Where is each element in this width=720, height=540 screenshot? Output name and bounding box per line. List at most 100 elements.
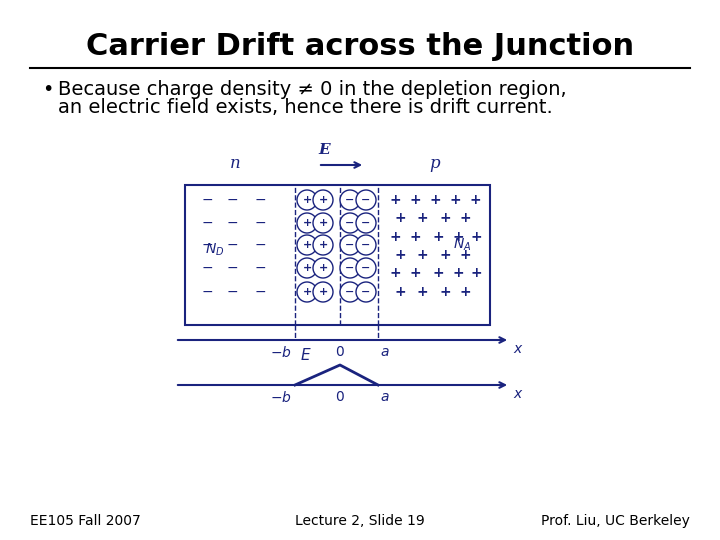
Circle shape [340,190,360,210]
Text: +: + [416,285,428,299]
Text: Carrier Drift across the Junction: Carrier Drift across the Junction [86,32,634,61]
Text: +: + [449,193,461,207]
Circle shape [297,282,317,302]
Text: −: − [226,193,238,207]
Text: +: + [439,211,451,225]
Text: +: + [452,230,464,244]
Circle shape [313,258,333,278]
Text: −: − [226,216,238,230]
Text: $a$: $a$ [380,390,390,404]
Text: $-b$: $-b$ [270,345,292,360]
Circle shape [297,190,317,210]
Text: −: − [201,285,213,299]
Circle shape [356,258,376,278]
Text: an electric field exists, hence there is drift current.: an electric field exists, hence there is… [58,98,553,117]
Text: −: − [226,238,238,252]
Text: p: p [430,155,441,172]
Text: $0$: $0$ [335,345,345,359]
Text: +: + [318,263,328,273]
Text: −: − [254,285,266,299]
Text: +: + [318,195,328,205]
Text: +: + [302,263,312,273]
Text: +: + [432,230,444,244]
Text: +: + [459,285,471,299]
Circle shape [340,258,360,278]
Text: Because charge density ≠ 0 in the depletion region,: Because charge density ≠ 0 in the deplet… [58,80,567,99]
Text: +: + [459,211,471,225]
Text: $0$: $0$ [335,390,345,404]
Circle shape [313,282,333,302]
Text: EE105 Fall 2007: EE105 Fall 2007 [30,514,140,528]
Text: +: + [394,211,406,225]
Circle shape [313,190,333,210]
Circle shape [297,213,317,233]
Text: +: + [318,240,328,250]
Text: •: • [42,80,53,99]
Text: +: + [394,248,406,262]
Text: +: + [469,193,481,207]
Text: +: + [302,195,312,205]
Text: −: − [201,261,213,275]
Text: −: − [346,240,355,250]
Text: −: − [346,263,355,273]
Text: +: + [470,266,482,280]
Text: $x$: $x$ [513,387,523,401]
Text: n: n [230,155,240,172]
Text: +: + [429,193,441,207]
Text: −: − [226,285,238,299]
Text: $N_D$: $N_D$ [205,242,225,258]
Text: $N_A$: $N_A$ [453,237,472,253]
Text: +: + [390,230,401,244]
Text: +: + [390,193,401,207]
Text: −: − [361,263,371,273]
Text: +: + [409,193,420,207]
Text: +: + [302,240,312,250]
Text: −: − [201,216,213,230]
Circle shape [356,235,376,255]
Text: +: + [318,287,328,297]
Text: +: + [409,230,420,244]
Text: +: + [439,248,451,262]
Circle shape [313,213,333,233]
Text: +: + [432,266,444,280]
Circle shape [340,282,360,302]
Circle shape [297,258,317,278]
Text: −: − [361,240,371,250]
Text: $E$: $E$ [300,347,312,363]
Text: +: + [416,211,428,225]
Text: +: + [318,218,328,228]
Text: +: + [390,266,401,280]
Text: +: + [394,285,406,299]
Text: −: − [346,195,355,205]
Text: −: − [201,193,213,207]
Text: −: − [361,218,371,228]
Circle shape [340,213,360,233]
Circle shape [356,213,376,233]
Text: $x$: $x$ [513,342,523,356]
Bar [185,185,490,325]
Text: −: − [201,238,213,252]
Text: E: E [318,143,330,157]
Text: +: + [459,248,471,262]
Text: +: + [302,218,312,228]
Text: +: + [302,287,312,297]
Circle shape [313,235,333,255]
Circle shape [297,235,317,255]
Text: −: − [254,193,266,207]
Text: Lecture 2, Slide 19: Lecture 2, Slide 19 [295,514,425,528]
Circle shape [356,190,376,210]
Circle shape [340,235,360,255]
Text: +: + [452,266,464,280]
Text: −: − [254,216,266,230]
Text: +: + [416,248,428,262]
Text: +: + [439,285,451,299]
Text: Prof. Liu, UC Berkeley: Prof. Liu, UC Berkeley [541,514,690,528]
Text: −: − [361,195,371,205]
Text: −: − [254,261,266,275]
Circle shape [356,282,376,302]
Text: −: − [361,287,371,297]
Text: +: + [470,230,482,244]
Text: −: − [346,287,355,297]
Text: −: − [226,261,238,275]
Text: −: − [346,218,355,228]
